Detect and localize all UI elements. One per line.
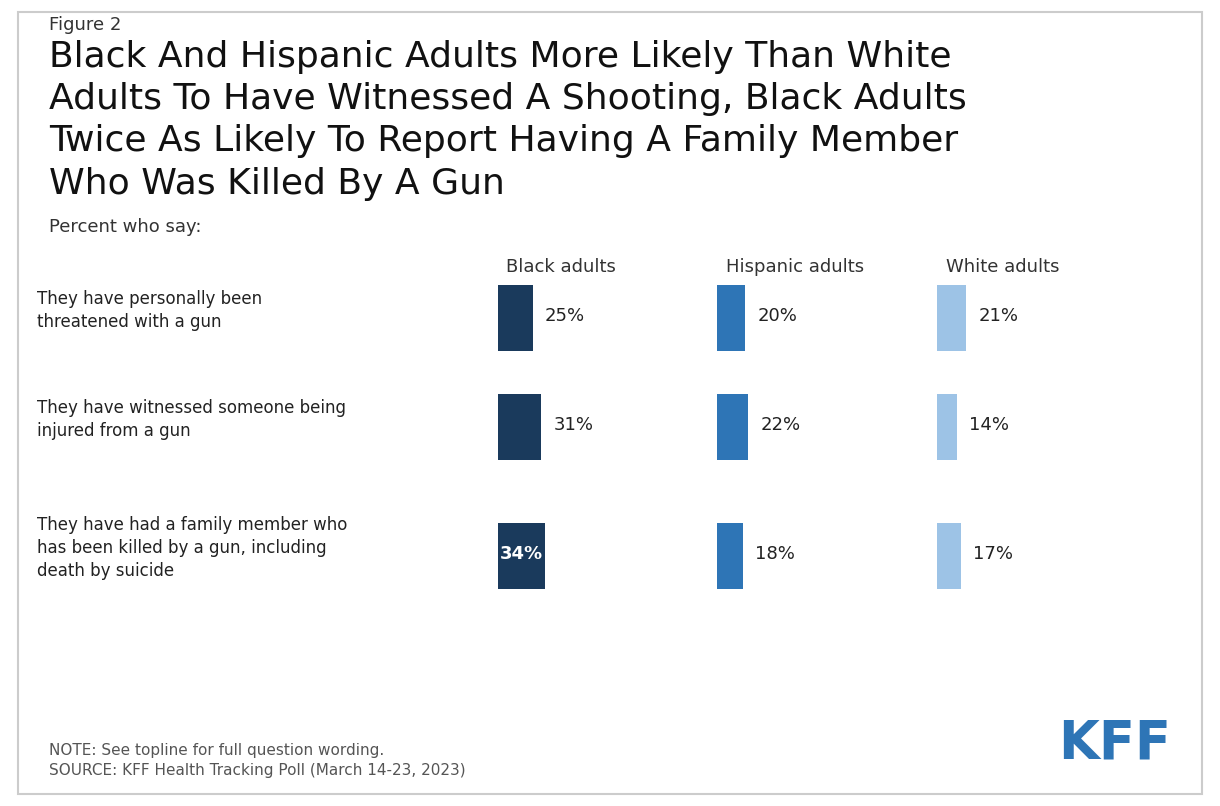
Text: 25%: 25% — [545, 307, 586, 325]
Text: Hispanic adults: Hispanic adults — [726, 258, 864, 276]
FancyBboxPatch shape — [498, 394, 542, 460]
Text: Black adults: Black adults — [506, 258, 616, 276]
Text: NOTE: See topline for full question wording.: NOTE: See topline for full question word… — [49, 742, 384, 758]
FancyBboxPatch shape — [937, 394, 956, 460]
FancyBboxPatch shape — [498, 285, 533, 351]
Text: 14%: 14% — [969, 416, 1009, 434]
Text: 22%: 22% — [760, 416, 800, 434]
Text: 20%: 20% — [758, 307, 798, 325]
Text: SOURCE: KFF Health Tracking Poll (March 14-23, 2023): SOURCE: KFF Health Tracking Poll (March … — [49, 762, 465, 778]
Text: 21%: 21% — [978, 307, 1019, 325]
FancyBboxPatch shape — [717, 394, 748, 460]
FancyBboxPatch shape — [937, 285, 966, 351]
FancyBboxPatch shape — [717, 523, 743, 589]
FancyBboxPatch shape — [717, 285, 745, 351]
Text: They have had a family member who
has been killed by a gun, including
death by s: They have had a family member who has be… — [37, 516, 346, 580]
Text: They have witnessed someone being
injured from a gun: They have witnessed someone being injure… — [37, 399, 345, 439]
Text: 17%: 17% — [974, 545, 1013, 563]
Text: They have personally been
threatened with a gun: They have personally been threatened wit… — [37, 290, 262, 330]
FancyBboxPatch shape — [937, 523, 961, 589]
Text: Percent who say:: Percent who say: — [49, 218, 201, 235]
Text: KFF: KFF — [1058, 717, 1171, 770]
Text: White adults: White adults — [946, 258, 1059, 276]
Text: 18%: 18% — [755, 545, 794, 563]
Text: 31%: 31% — [554, 416, 593, 434]
Text: Figure 2: Figure 2 — [49, 16, 121, 34]
Text: Black And Hispanic Adults More Likely Than White
Adults To Have Witnessed A Shoo: Black And Hispanic Adults More Likely Th… — [49, 40, 966, 201]
Text: 34%: 34% — [500, 545, 543, 563]
FancyBboxPatch shape — [498, 523, 545, 589]
